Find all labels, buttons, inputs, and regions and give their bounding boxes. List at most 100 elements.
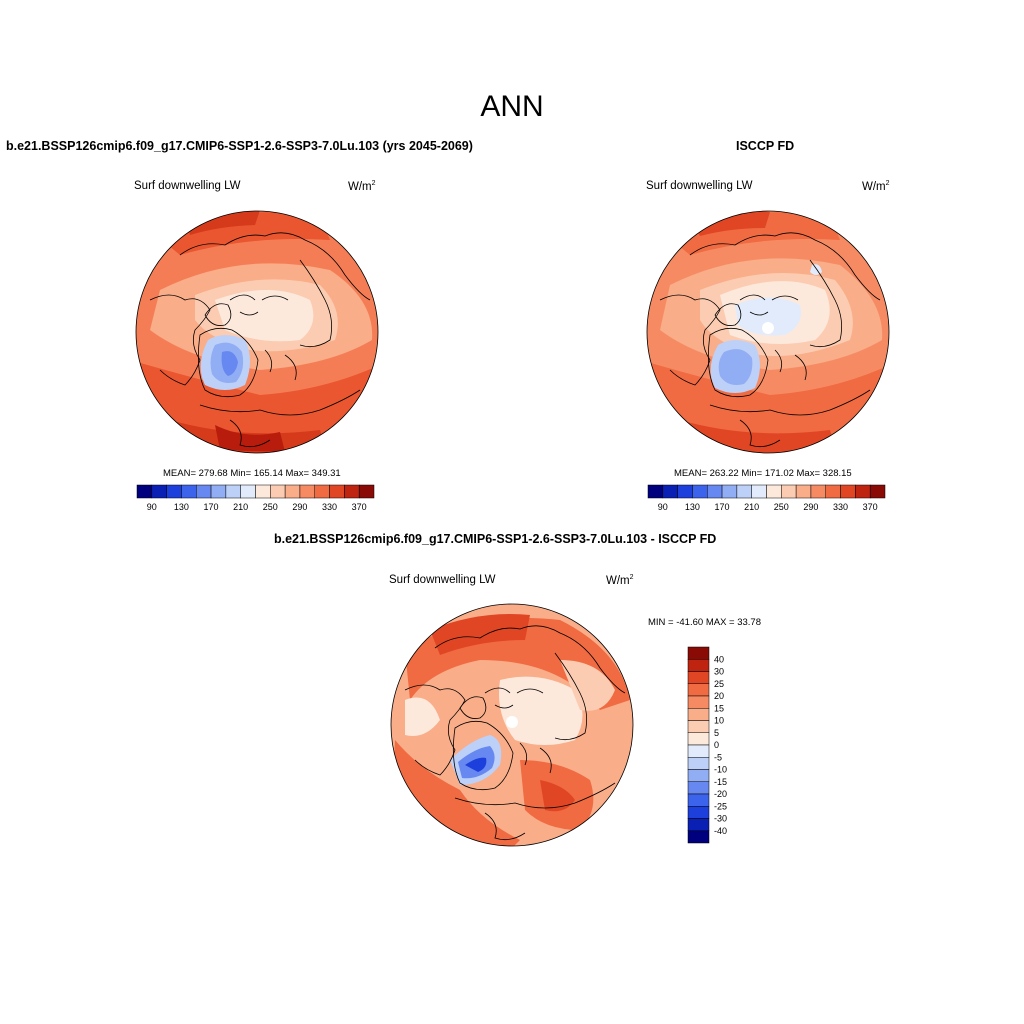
panel2-colorbar-tick-label: 170 <box>715 502 730 512</box>
panel2-colorbar-swatch <box>810 484 826 499</box>
panel3-colorbar-tick-label: 0 <box>714 740 719 750</box>
panel2-variable-label: Surf downwelling LW <box>646 180 753 192</box>
panel2-colorbar-swatch <box>795 484 812 499</box>
panel3-colorbar-tick-label: 20 <box>714 691 724 701</box>
panel1-colorbar-swatch <box>270 484 286 499</box>
panel1-colorbar-swatch <box>314 484 330 499</box>
panel3-colorbar-swatch <box>687 830 710 844</box>
panel2-colorbar-swatch <box>662 484 678 499</box>
panel2-colorbar-tick-label: 330 <box>833 502 848 512</box>
panel1-title: b.e21.BSSP126cmip6.f09_g17.CMIP6-SSP1-2.… <box>6 139 473 153</box>
panel3-colorbar-tick-label: 40 <box>714 654 724 664</box>
panel2-colorbar-swatch <box>692 484 708 499</box>
panel1-colorbar-swatch <box>151 484 167 499</box>
panel3-colorbar-tick-label: 5 <box>714 728 719 738</box>
panel3-stats: MIN = -41.60 MAX = 33.78 <box>648 617 762 628</box>
panel3-variable-label: Surf downwelling LW <box>389 574 496 586</box>
panel3-colorbar-swatch <box>687 818 710 831</box>
panel1-colorbar-tick-label: 210 <box>233 502 248 512</box>
panel3-colorbar: 40 30 25 20 15 10 5 0 -5 -10 -15 -20 -25 -30 -40 <box>687 646 727 844</box>
panel2-colorbar: 90 130 170 210 250 290 330 370 <box>647 484 886 512</box>
panel2-colorbar-swatch <box>721 484 738 499</box>
panel2-colorbar-swatch <box>869 484 886 499</box>
panel3-colorbar-tick-label: -30 <box>714 814 727 824</box>
panel2-colorbar-swatch <box>647 484 664 499</box>
panel2-colorbar-swatch <box>855 484 871 499</box>
panel3-colorbar-swatch <box>687 806 710 819</box>
panel1-colorbar-swatch <box>358 484 375 499</box>
figure-title: ANN <box>480 90 544 123</box>
panel1-map-border <box>135 210 379 454</box>
panel2-units: W/m2 <box>862 180 890 193</box>
panel3-colorbar-tick-label: 25 <box>714 679 724 689</box>
panel3-colorbar-tick-label: -5 <box>714 752 722 762</box>
panel1-stats: MEAN= 279.68 Min= 165.14 Max= 349.31 <box>163 468 341 479</box>
panel3-colorbar-swatch <box>687 793 710 807</box>
panel1-colorbar-swatch <box>196 484 212 499</box>
panel1-colorbar-tick-label: 370 <box>352 502 367 512</box>
panel2-colorbar-tick-label: 90 <box>658 502 668 512</box>
panel3-colorbar-swatch <box>687 744 710 758</box>
panel2-map-border <box>646 210 890 454</box>
map-panel2 <box>647 211 889 453</box>
panel1-colorbar-tick-label: 90 <box>147 502 157 512</box>
panel3-colorbar-swatch <box>687 708 710 721</box>
panel1-colorbar-tick-label: 130 <box>174 502 189 512</box>
panel2-colorbar-swatch <box>825 484 841 499</box>
map-panel1 <box>136 211 378 453</box>
panel1-colorbar-swatch <box>181 484 197 499</box>
panel2-title: ISCCP FD <box>736 139 795 153</box>
panel1-variable-label: Surf downwelling LW <box>134 180 241 192</box>
panel2-colorbar-tick-label: 370 <box>863 502 878 512</box>
panel1-colorbar-tick-label: 250 <box>263 502 278 512</box>
panel2-colorbar-swatch <box>736 484 752 499</box>
panel3-title: b.e21.BSSP126cmip6.f09_g17.CMIP6-SSP1-2.… <box>274 532 717 546</box>
panel2-colorbar-swatch <box>751 484 767 499</box>
panel1-colorbar-swatch <box>284 484 301 499</box>
panel1-colorbar-swatch <box>166 484 182 499</box>
map-panel3 <box>391 604 633 846</box>
panel1-colorbar-swatch <box>210 484 227 499</box>
panel1-colorbar-swatch <box>299 484 315 499</box>
panel1-units: W/m2 <box>348 180 376 193</box>
panel3-map-border <box>390 603 634 847</box>
panel3-colorbar-tick-label: -10 <box>714 765 727 775</box>
panel1-colorbar-swatch <box>136 484 153 499</box>
panel1-colorbar-tick-label: 330 <box>322 502 337 512</box>
panel2-colorbar-tick-label: 250 <box>774 502 789 512</box>
panel3-colorbar-swatch <box>687 720 710 733</box>
panel3-colorbar-swatch <box>687 781 710 795</box>
panel2-colorbar-tick-label: 290 <box>803 502 818 512</box>
panel3-colorbar-swatch <box>687 671 710 684</box>
panel2-colorbar-tick-label: 130 <box>685 502 700 512</box>
panel1-colorbar-swatch <box>329 484 345 499</box>
panel1-colorbar-swatch <box>344 484 360 499</box>
panel3-colorbar-swatch <box>687 732 710 746</box>
panel1-colorbar: 90 130 170 210 250 290 330 370 <box>136 484 375 512</box>
panel1-colorbar-swatch <box>255 484 271 499</box>
panel3-colorbar-tick-label: -15 <box>714 777 727 787</box>
panel2-colorbar-swatch <box>840 484 856 499</box>
panel3-colorbar-swatch <box>687 659 710 672</box>
panel3-colorbar-tick-label: 10 <box>714 716 724 726</box>
panel3-colorbar-tick-label: -40 <box>714 826 727 836</box>
panel2-colorbar-tick-label: 210 <box>744 502 759 512</box>
panel1-colorbar-tick-label: 170 <box>204 502 219 512</box>
panel3-colorbar-swatch <box>687 646 710 660</box>
panel3-colorbar-tick-label: -20 <box>714 789 727 799</box>
panel3-colorbar-swatch <box>687 757 710 770</box>
panel3-colorbar-swatch <box>687 683 710 697</box>
panel3-colorbar-swatch <box>687 769 710 782</box>
panel1-colorbar-swatch <box>240 484 256 499</box>
panel1-colorbar-tick-label: 290 <box>292 502 307 512</box>
panel3-units: W/m2 <box>606 574 634 587</box>
panel2-stats: MEAN= 263.22 Min= 171.02 Max= 328.15 <box>674 468 852 479</box>
panel1-colorbar-swatch <box>225 484 241 499</box>
panel3-colorbar-tick-label: 30 <box>714 667 724 677</box>
panel3-colorbar-tick-label: -25 <box>714 801 727 811</box>
panel3-colorbar-swatch <box>687 695 710 709</box>
panel2-colorbar-swatch <box>707 484 723 499</box>
panel2-colorbar-swatch <box>677 484 693 499</box>
panel3-colorbar-tick-label: 15 <box>714 703 724 713</box>
